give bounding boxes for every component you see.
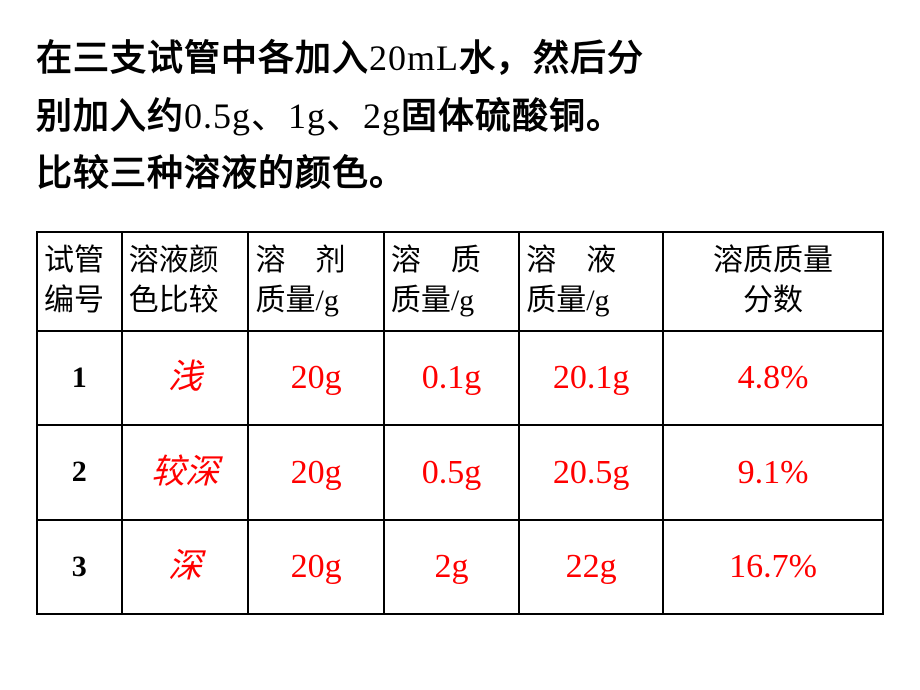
th-solution-unit: /g: [586, 284, 609, 317]
cell-fraction-text: 9.1%: [738, 454, 809, 491]
cell-solvent: 20g: [248, 520, 383, 615]
cell-color-text: 浅: [168, 359, 202, 396]
cell-color: 浅: [122, 331, 249, 426]
cell-num: 1: [37, 331, 122, 426]
cell-solvent-text: 20g: [291, 548, 342, 585]
th-solute-b: 质量: [391, 284, 451, 317]
cell-solvent: 20g: [248, 331, 383, 426]
cell-solute: 0.5g: [384, 425, 519, 520]
th-tube-number-label: 试管编号: [44, 244, 104, 318]
cell-solute-text: 2g: [435, 548, 469, 585]
th-solvent-a: 溶 剂: [255, 244, 345, 277]
th-solute: 溶 质质量/g: [384, 232, 519, 331]
desc-line2-post: 固体硫酸铜。: [401, 96, 623, 136]
th-solution-b: 质量: [526, 284, 586, 317]
cell-num: 2: [37, 425, 122, 520]
cell-solution: 20.1g: [519, 331, 663, 426]
desc-volume: 20mL: [369, 38, 459, 78]
desc-line1-post: 水，然后分: [459, 38, 644, 78]
cell-solute-text: 0.1g: [422, 359, 482, 396]
th-fraction-b: 分数: [743, 284, 803, 317]
cell-solution-text: 20.1g: [553, 359, 630, 396]
th-solution: 溶 液质量/g: [519, 232, 663, 331]
cell-solution-text: 20.5g: [553, 454, 630, 491]
th-fraction-a: 溶质质量: [713, 244, 833, 277]
cell-solute: 0.1g: [384, 331, 519, 426]
th-solute-unit: /g: [451, 284, 474, 317]
cell-solution: 20.5g: [519, 425, 663, 520]
th-color: 溶液颜色比较: [122, 232, 249, 331]
cell-num: 3: [37, 520, 122, 615]
cell-fraction: 4.8%: [663, 331, 883, 426]
cell-fraction: 16.7%: [663, 520, 883, 615]
desc-line1-pre: 在三支试管中各加入: [36, 38, 369, 78]
cell-solute: 2g: [384, 520, 519, 615]
cell-fraction: 9.1%: [663, 425, 883, 520]
cell-fraction-text: 16.7%: [729, 548, 817, 585]
th-solvent-b: 质量: [255, 284, 315, 317]
data-table: 试管编号 溶液颜色比较 溶 剂质量/g 溶 质质量/g 溶 液质量/g 溶质质量…: [36, 231, 884, 616]
cell-color-text: 深: [168, 548, 202, 585]
th-solute-a: 溶 质: [391, 244, 481, 277]
cell-color-text: 较深: [151, 454, 219, 491]
cell-solute-text: 0.5g: [422, 454, 482, 491]
cell-color: 深: [122, 520, 249, 615]
experiment-description: 在三支试管中各加入20mL水，然后分 别加入约0.5g、1g、2g固体硫酸铜。 …: [36, 30, 884, 203]
cell-solution-text: 22g: [566, 548, 617, 585]
th-tube-number: 试管编号: [37, 232, 122, 331]
th-solution-a: 溶 液: [526, 244, 616, 277]
desc-line2-pre: 别加入约: [36, 96, 184, 136]
cell-solvent-text: 20g: [291, 359, 342, 396]
th-solvent-unit: /g: [315, 284, 338, 317]
th-color-label: 溶液颜色比较: [129, 244, 219, 318]
cell-solvent-text: 20g: [291, 454, 342, 491]
desc-line3: 比较三种溶液的颜色。: [36, 153, 406, 193]
th-solvent: 溶 剂质量/g: [248, 232, 383, 331]
th-fraction: 溶质质量分数: [663, 232, 883, 331]
cell-color: 较深: [122, 425, 249, 520]
cell-fraction-text: 4.8%: [738, 359, 809, 396]
table-row: 1 浅 20g 0.1g 20.1g 4.8%: [37, 331, 883, 426]
cell-solvent: 20g: [248, 425, 383, 520]
cell-solution: 22g: [519, 520, 663, 615]
table-row: 3 深 20g 2g 22g 16.7%: [37, 520, 883, 615]
desc-masses: 0.5g、1g、2g: [184, 96, 401, 136]
table-row: 2 较深 20g 0.5g 20.5g 9.1%: [37, 425, 883, 520]
table-body: 1 浅 20g 0.1g 20.1g 4.8% 2 较深 20g 0.5g 20…: [37, 331, 883, 615]
table-header-row: 试管编号 溶液颜色比较 溶 剂质量/g 溶 质质量/g 溶 液质量/g 溶质质量…: [37, 232, 883, 331]
